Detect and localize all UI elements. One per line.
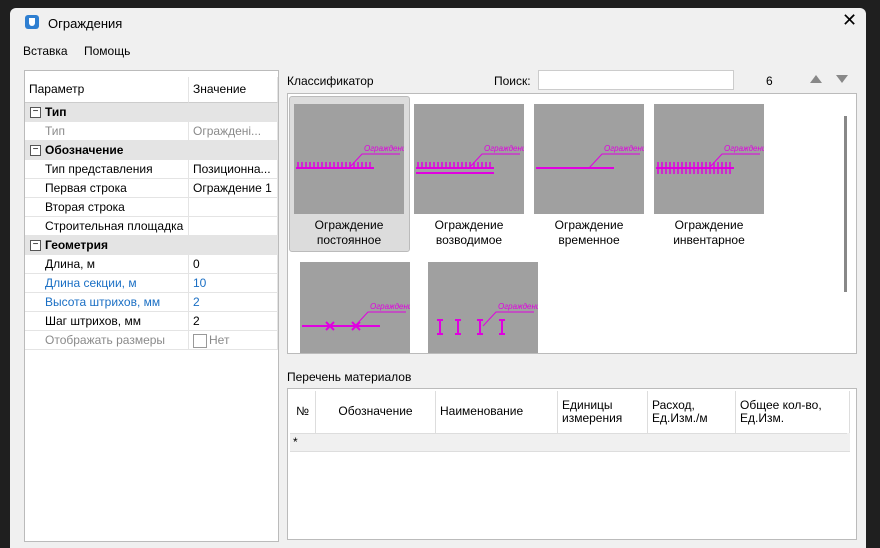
thumb-label: Ограждение 1 [604,144,644,153]
thumb-bg [294,104,404,214]
column-header: Наименование [436,391,558,433]
thumb-label: Ограждение 1 [364,144,404,153]
item-caption: Ограждение [314,218,384,232]
leader [588,153,640,169]
sort-buttons[interactable] [808,72,852,86]
param-name: Вторая строка [25,198,189,217]
symbol [437,319,443,335]
header-line: Общее кол-во, [740,398,822,412]
scrollbar[interactable] [844,116,847,292]
param-value: 2 [189,293,278,312]
thumb-bg [428,262,538,353]
thumb-label: Ограждение 1 [370,302,410,311]
item-caption: Ограждение [554,218,624,232]
thumbnail: Ограждение 1 [414,104,524,214]
param-name: Высота штрихов, мм [25,293,189,312]
thumb-bg [300,262,410,353]
thumb-label: Ограждение 1 [724,144,764,153]
close-button[interactable]: ✕ [842,10,858,30]
param-name: Строительная площадка [25,217,189,236]
thumbnail: Ограждение 1 [428,262,538,353]
param-value: Нет [189,331,278,350]
param-value: Ограждение 1 [189,179,278,198]
new-row: * [290,433,850,452]
param-name: Отображать размеры [25,331,189,350]
param-name: Тип [25,122,189,141]
symbol [499,319,505,335]
header-line: Расход, [652,398,695,412]
header-line: № [296,404,309,418]
thumb-label: Ограждение 1 [498,302,538,311]
column-header: № [290,391,316,433]
materials-title: Перечень материалов [287,370,412,384]
item-caption: Ограждение [674,218,744,232]
column-header: Значение [189,77,278,103]
column-header: Общее кол-во, Ед.Изм. [736,391,850,433]
app-icon [25,15,39,29]
column-header: Обозначение [316,391,436,433]
param-name: Тип представления [25,160,189,179]
materials-table[interactable]: * № Обозначение Наименование Единицы измерен… [287,388,857,540]
thumbnail: Ограждение 1 [300,262,410,353]
group-header: Геометрия [25,236,278,255]
header-line: Ед.Изм. [740,411,785,425]
search-label: Поиск: [494,74,531,88]
thumb-label: Ограждение 1 [484,144,524,153]
menu-item[interactable]: Помощь [84,44,131,58]
param-value: Позиционна... [189,160,278,179]
checkbox [193,334,207,348]
thumb-bg [654,104,764,214]
thumb-bg [534,104,644,214]
item-count: 6 [766,74,773,88]
collapse-toggle: − [30,240,41,251]
header-line: Единицы [562,398,613,412]
param-value: Огражденi... [189,122,278,141]
item-caption: Ограждение [434,218,504,232]
group-header: Тип [25,103,278,122]
param-value: 0 [189,255,278,274]
param-value: 10 [189,274,278,293]
symbol [477,319,483,335]
page: Ограждения ✕ Вставка Помощь Параметр Зна… [10,8,866,548]
param-value [189,198,278,217]
header-line: Наименование [440,404,524,418]
item-caption: постоянное [316,233,382,247]
classifier-title: Классификатор [287,74,374,88]
param-name: Шаг штрихов, мм [25,312,189,331]
header-line: Ед.Изм./м [652,411,708,425]
collapse-toggle: − [30,107,41,118]
param-name: Первая строка [25,179,189,198]
param-name: Длина, м [25,255,189,274]
classifier-view[interactable]: Ограждение 1 Ограждение 1 Ограждение 1 Огра… [287,93,857,354]
thumbnail: Ограждение 1 [534,104,644,214]
window-title: Ограждения [48,16,123,31]
table-header: № Обозначение Наименование Единицы измерения… [290,391,850,434]
param-value [189,217,278,236]
param-value: 2 [189,312,278,331]
column-header: Единицы измерения [558,391,648,433]
column-header: Расход, Ед.Изм./м [648,391,736,433]
thumb-bg [414,104,524,214]
menu-item[interactable]: Вставка [23,44,68,58]
group-header: Обозначение [25,141,278,160]
item-caption: инвентарное [673,233,745,247]
collapse-toggle: − [30,145,41,156]
column-header: Параметр [25,77,189,103]
header-line: измерения [562,411,623,425]
param-name: Длина секции, м [25,274,189,293]
property-grid[interactable]: Параметр Значение Тип − Тип Огражденi... Обо… [24,70,279,542]
header-line: Обозначение [338,404,413,418]
thumbnail: Ограждение 1 [294,104,404,214]
thumbnail: Ограждение 1 [654,104,764,214]
symbol [351,321,361,331]
leader [482,311,534,327]
symbol [325,321,335,331]
symbol [455,319,461,335]
item-caption: временное [558,233,620,247]
item-caption: возводимое [435,233,503,247]
search-box[interactable] [538,70,734,90]
